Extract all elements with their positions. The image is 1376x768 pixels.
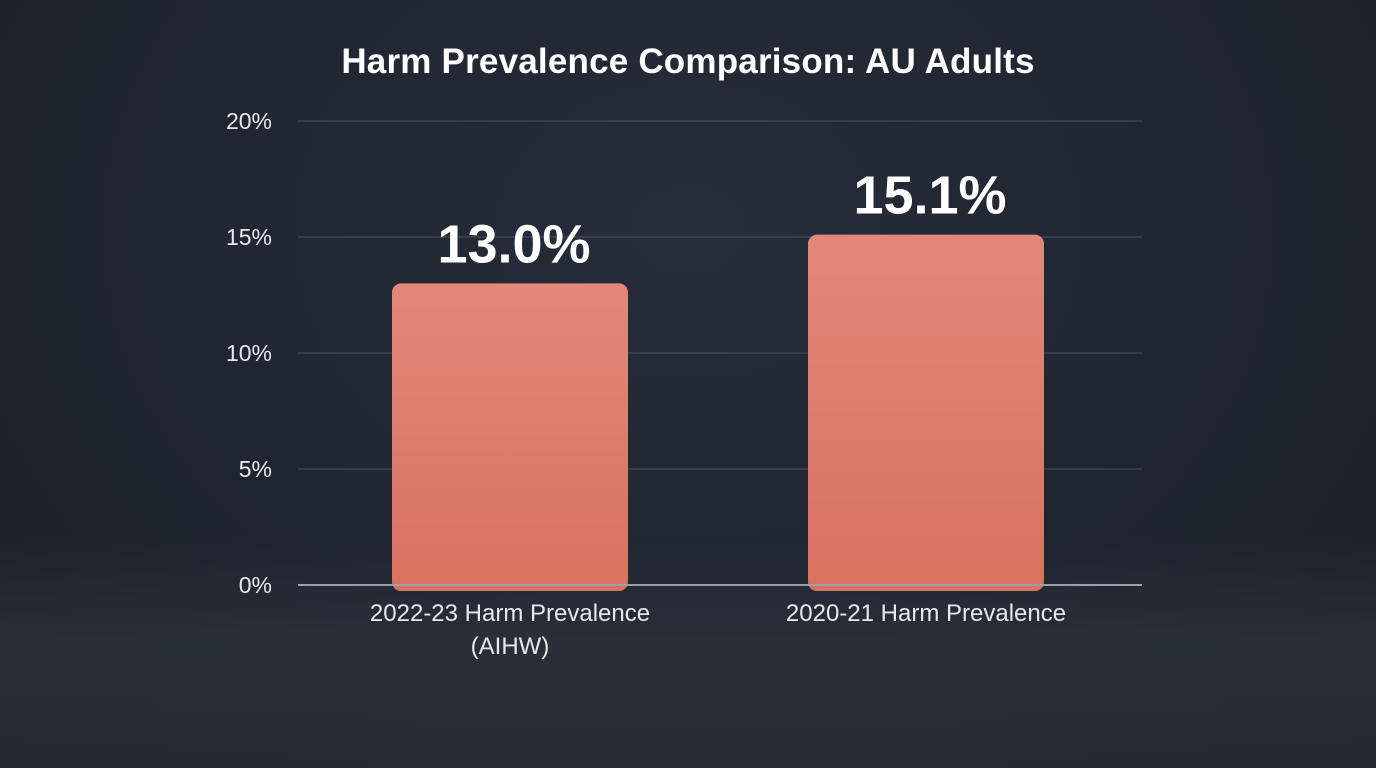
bar-value-label: 15.1% [853,166,1006,226]
y-axis: 0% 5% 10% 15% 20% [226,108,272,598]
y-tick-label: 0% [239,572,272,598]
x-category-label: 2022-23 Harm Prevalence [370,600,650,627]
x-category-label: (AIHW) [471,633,550,660]
bars [392,234,1044,591]
bar-value-label: 13.0% [437,214,590,274]
chart-title: Harm Prevalence Comparison: AU Adults [341,42,1035,81]
y-tick-label: 20% [226,108,272,134]
x-category-label: 2020-21 Harm Prevalence [786,600,1066,627]
labels: 13.0% 2022-23 Harm Prevalence (AIHW) 15.1% 2… [370,166,1066,660]
bar-2 [808,234,1044,591]
bar-1 [392,283,628,591]
y-tick-label: 10% [226,340,272,366]
y-tick-label: 5% [239,456,272,482]
y-tick-label: 15% [226,224,272,250]
